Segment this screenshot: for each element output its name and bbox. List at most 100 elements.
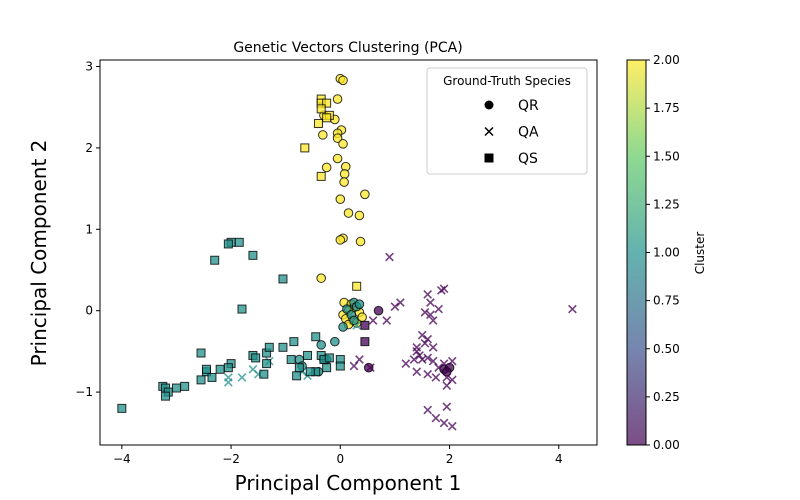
data-point [431,373,441,382]
data-point [223,239,233,249]
data-point [316,104,326,114]
data-point [439,284,449,294]
data-point [322,98,332,108]
data-point [385,252,394,262]
data-point [316,340,326,350]
data-point [322,363,332,373]
data-point [294,363,304,373]
data-point [401,359,411,368]
data-point [248,250,258,260]
data-point [412,342,422,352]
x-tick-label: 4 [555,452,563,466]
data-point [335,194,346,204]
colorbar-tick-label: 1.75 [653,101,680,115]
data-point [434,363,443,373]
data-point [117,403,127,413]
data-point [286,355,296,365]
data-point [161,391,171,401]
x-tick-label: 0 [336,452,344,466]
data-point [355,236,366,247]
y-tick-label: 1 [85,222,93,236]
plot-area [99,59,598,446]
data-point [420,338,430,348]
data-point [318,130,328,140]
colorbar-tick-label: 1.00 [653,246,680,260]
data-point [423,290,433,299]
data-point [322,113,332,123]
data-point [338,322,348,332]
data-point [305,367,315,377]
data-point [251,353,261,363]
data-point [415,351,424,360]
data-point [417,355,427,364]
data-point [196,375,206,385]
data-point [262,359,272,369]
data-point [442,373,452,382]
data-point [447,356,457,366]
data-point [354,299,365,309]
data-point [390,302,400,311]
y-tick-label: −1 [75,385,93,399]
legend-entry-qr: QR [484,98,539,114]
data-point [202,364,211,374]
data-point [417,330,427,340]
data-point [338,75,348,86]
colorbar-tick-label: 0.00 [653,438,680,452]
data-point [289,337,299,347]
data-point [338,139,348,149]
data-point [412,367,422,377]
data-point [423,405,433,415]
data-point [196,348,206,358]
data-point [368,316,378,325]
data-point [409,355,419,364]
data-point [355,355,364,364]
data-point [420,307,430,317]
data-point [423,353,433,363]
data-point [278,274,288,284]
data-point [278,342,288,352]
x-axis: −4 −2 0 2 4 [113,445,563,466]
legend: Ground-Truth Species QR QA QS [426,67,588,175]
data-point [363,362,374,373]
chart-title: Genetic Vectors Clustering (PCA) [233,40,462,56]
colorbar-tick-label: 0.25 [653,390,680,404]
data-point [352,281,362,291]
data-point [332,94,343,104]
x-tick-label: 2 [446,452,454,466]
data-point [442,402,452,412]
data-point [332,153,343,164]
data-point [335,361,345,371]
data-point [316,273,326,283]
data-point [568,304,577,314]
plot-frame [99,59,598,446]
data-point [428,316,438,325]
data-point [330,336,340,347]
data-point [300,143,310,153]
colorbar-tick-label: 0.75 [653,294,680,308]
data-point [332,133,343,143]
data-point [423,369,433,379]
data-point [357,312,367,323]
x-tick-label: −2 [222,452,240,466]
colorbar-label: Cluster [693,232,707,275]
data-point [215,364,225,374]
data-point [237,373,247,382]
data-point [360,189,370,200]
data-point [349,315,359,326]
data-point [431,413,441,423]
legend-marker [484,126,494,137]
data-point [447,421,457,431]
data-point [343,208,354,218]
data-point [259,369,269,379]
data-point [264,342,274,352]
legend-entry-qa: QA [484,125,539,141]
legend-label: QA [518,125,539,141]
legend-box [426,67,588,175]
data-point [335,235,346,245]
data-point [439,418,449,428]
legend-title: Ground-Truth Species [443,74,571,88]
data-point [339,169,350,179]
data-point [237,304,247,314]
data-point [171,383,181,393]
data-point [223,377,233,387]
